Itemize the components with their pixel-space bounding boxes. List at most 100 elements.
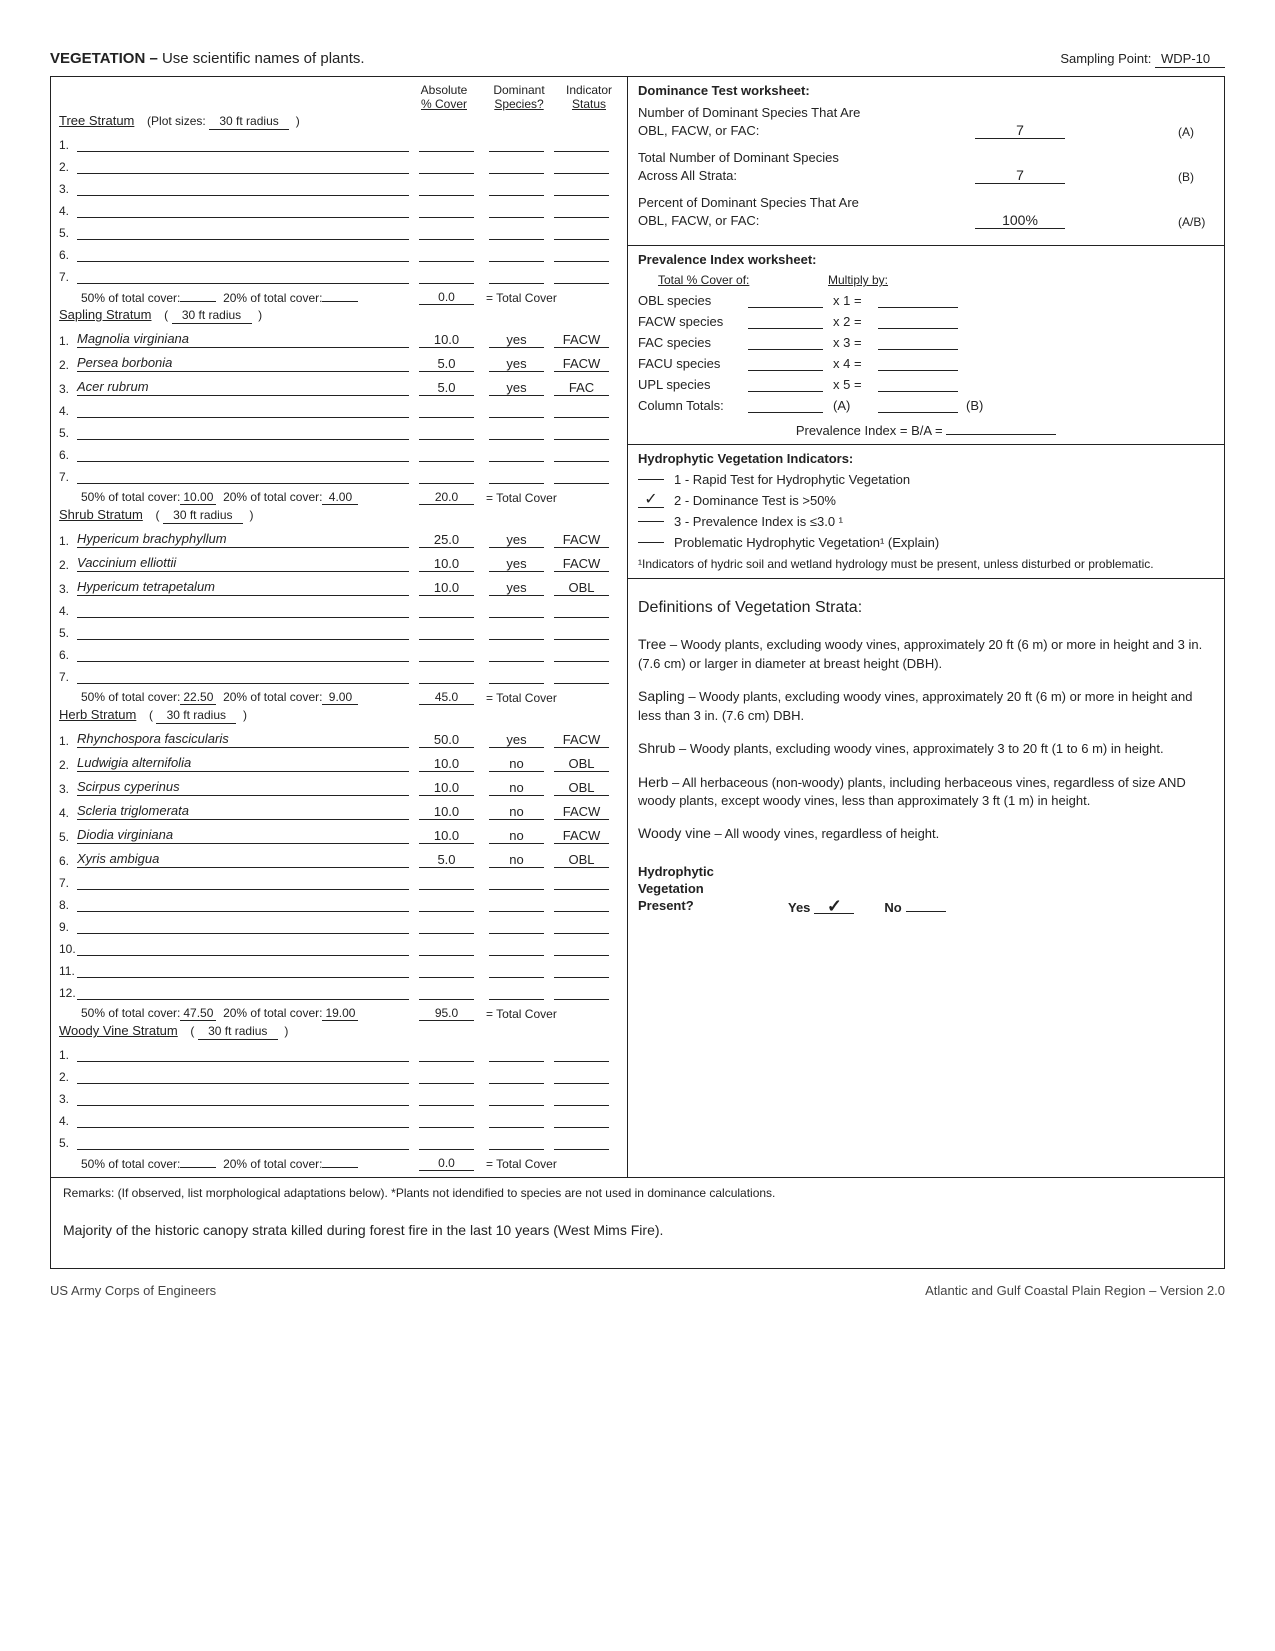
species-dominant: yes	[489, 580, 544, 596]
species-row: 4.	[59, 1113, 619, 1128]
species-dominant	[489, 897, 544, 912]
species-row: 3. Scirpus cyperinus 10.0 no OBL	[59, 779, 619, 796]
species-cover	[419, 985, 474, 1000]
col-totals-b-val	[878, 412, 958, 413]
species-indicator: FACW	[554, 804, 609, 820]
remarks-header: Remarks: (If observed, list morphologica…	[63, 1186, 1212, 1200]
pct20-val: 9.00	[322, 690, 358, 705]
species-dominant: no	[489, 828, 544, 844]
species-row: 3. Acer rubrum 5.0 yes FAC	[59, 379, 619, 396]
species-name	[77, 469, 409, 484]
species-dominant	[489, 1069, 544, 1084]
species-name	[77, 247, 409, 262]
pct20-label: 20% of total cover:	[223, 1157, 322, 1171]
species-indicator	[554, 469, 609, 484]
dom-label: Number of Dominant Species That Are OBL,…	[638, 104, 868, 139]
dom-label: Percent of Dominant Species That Are OBL…	[638, 194, 868, 229]
footer-right: Atlantic and Gulf Coastal Plain Region –…	[925, 1283, 1225, 1298]
species-cover	[419, 137, 474, 152]
species-name: Hypericum tetrapetalum	[77, 579, 409, 596]
species-indicator	[554, 247, 609, 262]
prev-index-label: Prevalence Index = B/A =	[796, 423, 943, 438]
species-indicator	[554, 203, 609, 218]
total-cover-val: 95.0	[419, 1006, 474, 1021]
right-column: Dominance Test worksheet: Number of Domi…	[628, 77, 1224, 1177]
species-indicator	[554, 225, 609, 240]
species-indicator: FACW	[554, 732, 609, 748]
species-cover: 5.0	[419, 380, 474, 396]
def-name: Woody vine	[638, 825, 711, 841]
stratum-name: Herb Stratum	[59, 707, 136, 722]
dominance-box: Dominance Test worksheet: Number of Domi…	[628, 77, 1224, 246]
hdr-species-q: Species?	[494, 97, 543, 111]
hvi-title: Hydrophytic Vegetation Indicators:	[638, 451, 1214, 466]
pct50-label: 50% of total cover:	[81, 690, 180, 704]
species-row: 2. Ludwigia alternifolia 10.0 no OBL	[59, 755, 619, 772]
species-name	[77, 603, 409, 618]
species-row: 1.	[59, 1047, 619, 1062]
species-row: 5.	[59, 425, 619, 440]
species-row: 6.	[59, 647, 619, 662]
row-num: 5.	[59, 1136, 77, 1150]
prev-mult: x 3 =	[833, 335, 878, 350]
species-row: 7.	[59, 469, 619, 484]
row-num: 7.	[59, 270, 77, 284]
total-row-woody: 50% of total cover: 20% of total cover: …	[59, 1156, 619, 1171]
species-dominant: yes	[489, 380, 544, 396]
prev-row: UPL species x 5 =	[638, 377, 1214, 392]
species-name: Scleria triglomerata	[77, 803, 409, 820]
species-cover: 10.0	[419, 580, 474, 596]
species-indicator: FACW	[554, 828, 609, 844]
species-cover	[419, 1047, 474, 1062]
species-dominant	[489, 425, 544, 440]
pct50-val: 47.50	[180, 1006, 216, 1021]
hydro-present: Hydrophytic Vegetation Present? Yes✓ No	[638, 864, 1214, 915]
species-cover	[419, 647, 474, 662]
species-dominant: yes	[489, 732, 544, 748]
row-num: 2.	[59, 1070, 77, 1084]
hvi-check	[638, 479, 664, 480]
col-totals-a: (A)	[833, 398, 878, 413]
stratum-name: Tree Stratum	[59, 113, 134, 128]
species-cover: 10.0	[419, 828, 474, 844]
plot-size-label: ( 30 ft radius )	[149, 508, 254, 524]
def-text: – Woody plants, excluding woody vines, a…	[675, 741, 1163, 756]
species-cover	[419, 447, 474, 462]
species-row: 6.	[59, 247, 619, 262]
species-row: 2.	[59, 1069, 619, 1084]
species-dominant	[489, 625, 544, 640]
hvi-row: ✓ 2 - Dominance Test is >50%	[638, 493, 1214, 508]
species-dominant	[489, 919, 544, 934]
species-indicator: FAC	[554, 380, 609, 396]
species-name	[77, 403, 409, 418]
species-name	[77, 985, 409, 1000]
hdr-dominant: Dominant	[493, 83, 544, 97]
species-cover	[419, 669, 474, 684]
species-name	[77, 1113, 409, 1128]
species-cover: 50.0	[419, 732, 474, 748]
total-cover-label: = Total Cover	[486, 1007, 557, 1021]
pct20-label: 20% of total cover:	[223, 1006, 322, 1020]
species-name	[77, 963, 409, 978]
prev-val2	[878, 328, 958, 329]
species-indicator	[554, 159, 609, 174]
row-num: 4.	[59, 806, 77, 820]
species-cover	[419, 919, 474, 934]
species-indicator	[554, 985, 609, 1000]
species-name: Persea borbonia	[77, 355, 409, 372]
species-indicator: FACW	[554, 332, 609, 348]
hvi-footnote: ¹Indicators of hydric soil and wetland h…	[638, 556, 1214, 572]
dom-val: 7	[975, 167, 1065, 184]
prevalence-title: Prevalence Index worksheet:	[638, 252, 1214, 267]
species-dominant	[489, 1135, 544, 1150]
species-cover: 5.0	[419, 356, 474, 372]
species-indicator: FACW	[554, 356, 609, 372]
row-num: 4.	[59, 204, 77, 218]
row-num: 5.	[59, 830, 77, 844]
pct20-val: 19.00	[322, 1006, 358, 1021]
species-cover	[419, 963, 474, 978]
hvi-check: ✓	[638, 493, 664, 508]
species-indicator	[554, 1113, 609, 1128]
species-name: Rhynchospora fascicularis	[77, 731, 409, 748]
plot-size-value: 30 ft radius	[156, 708, 236, 724]
